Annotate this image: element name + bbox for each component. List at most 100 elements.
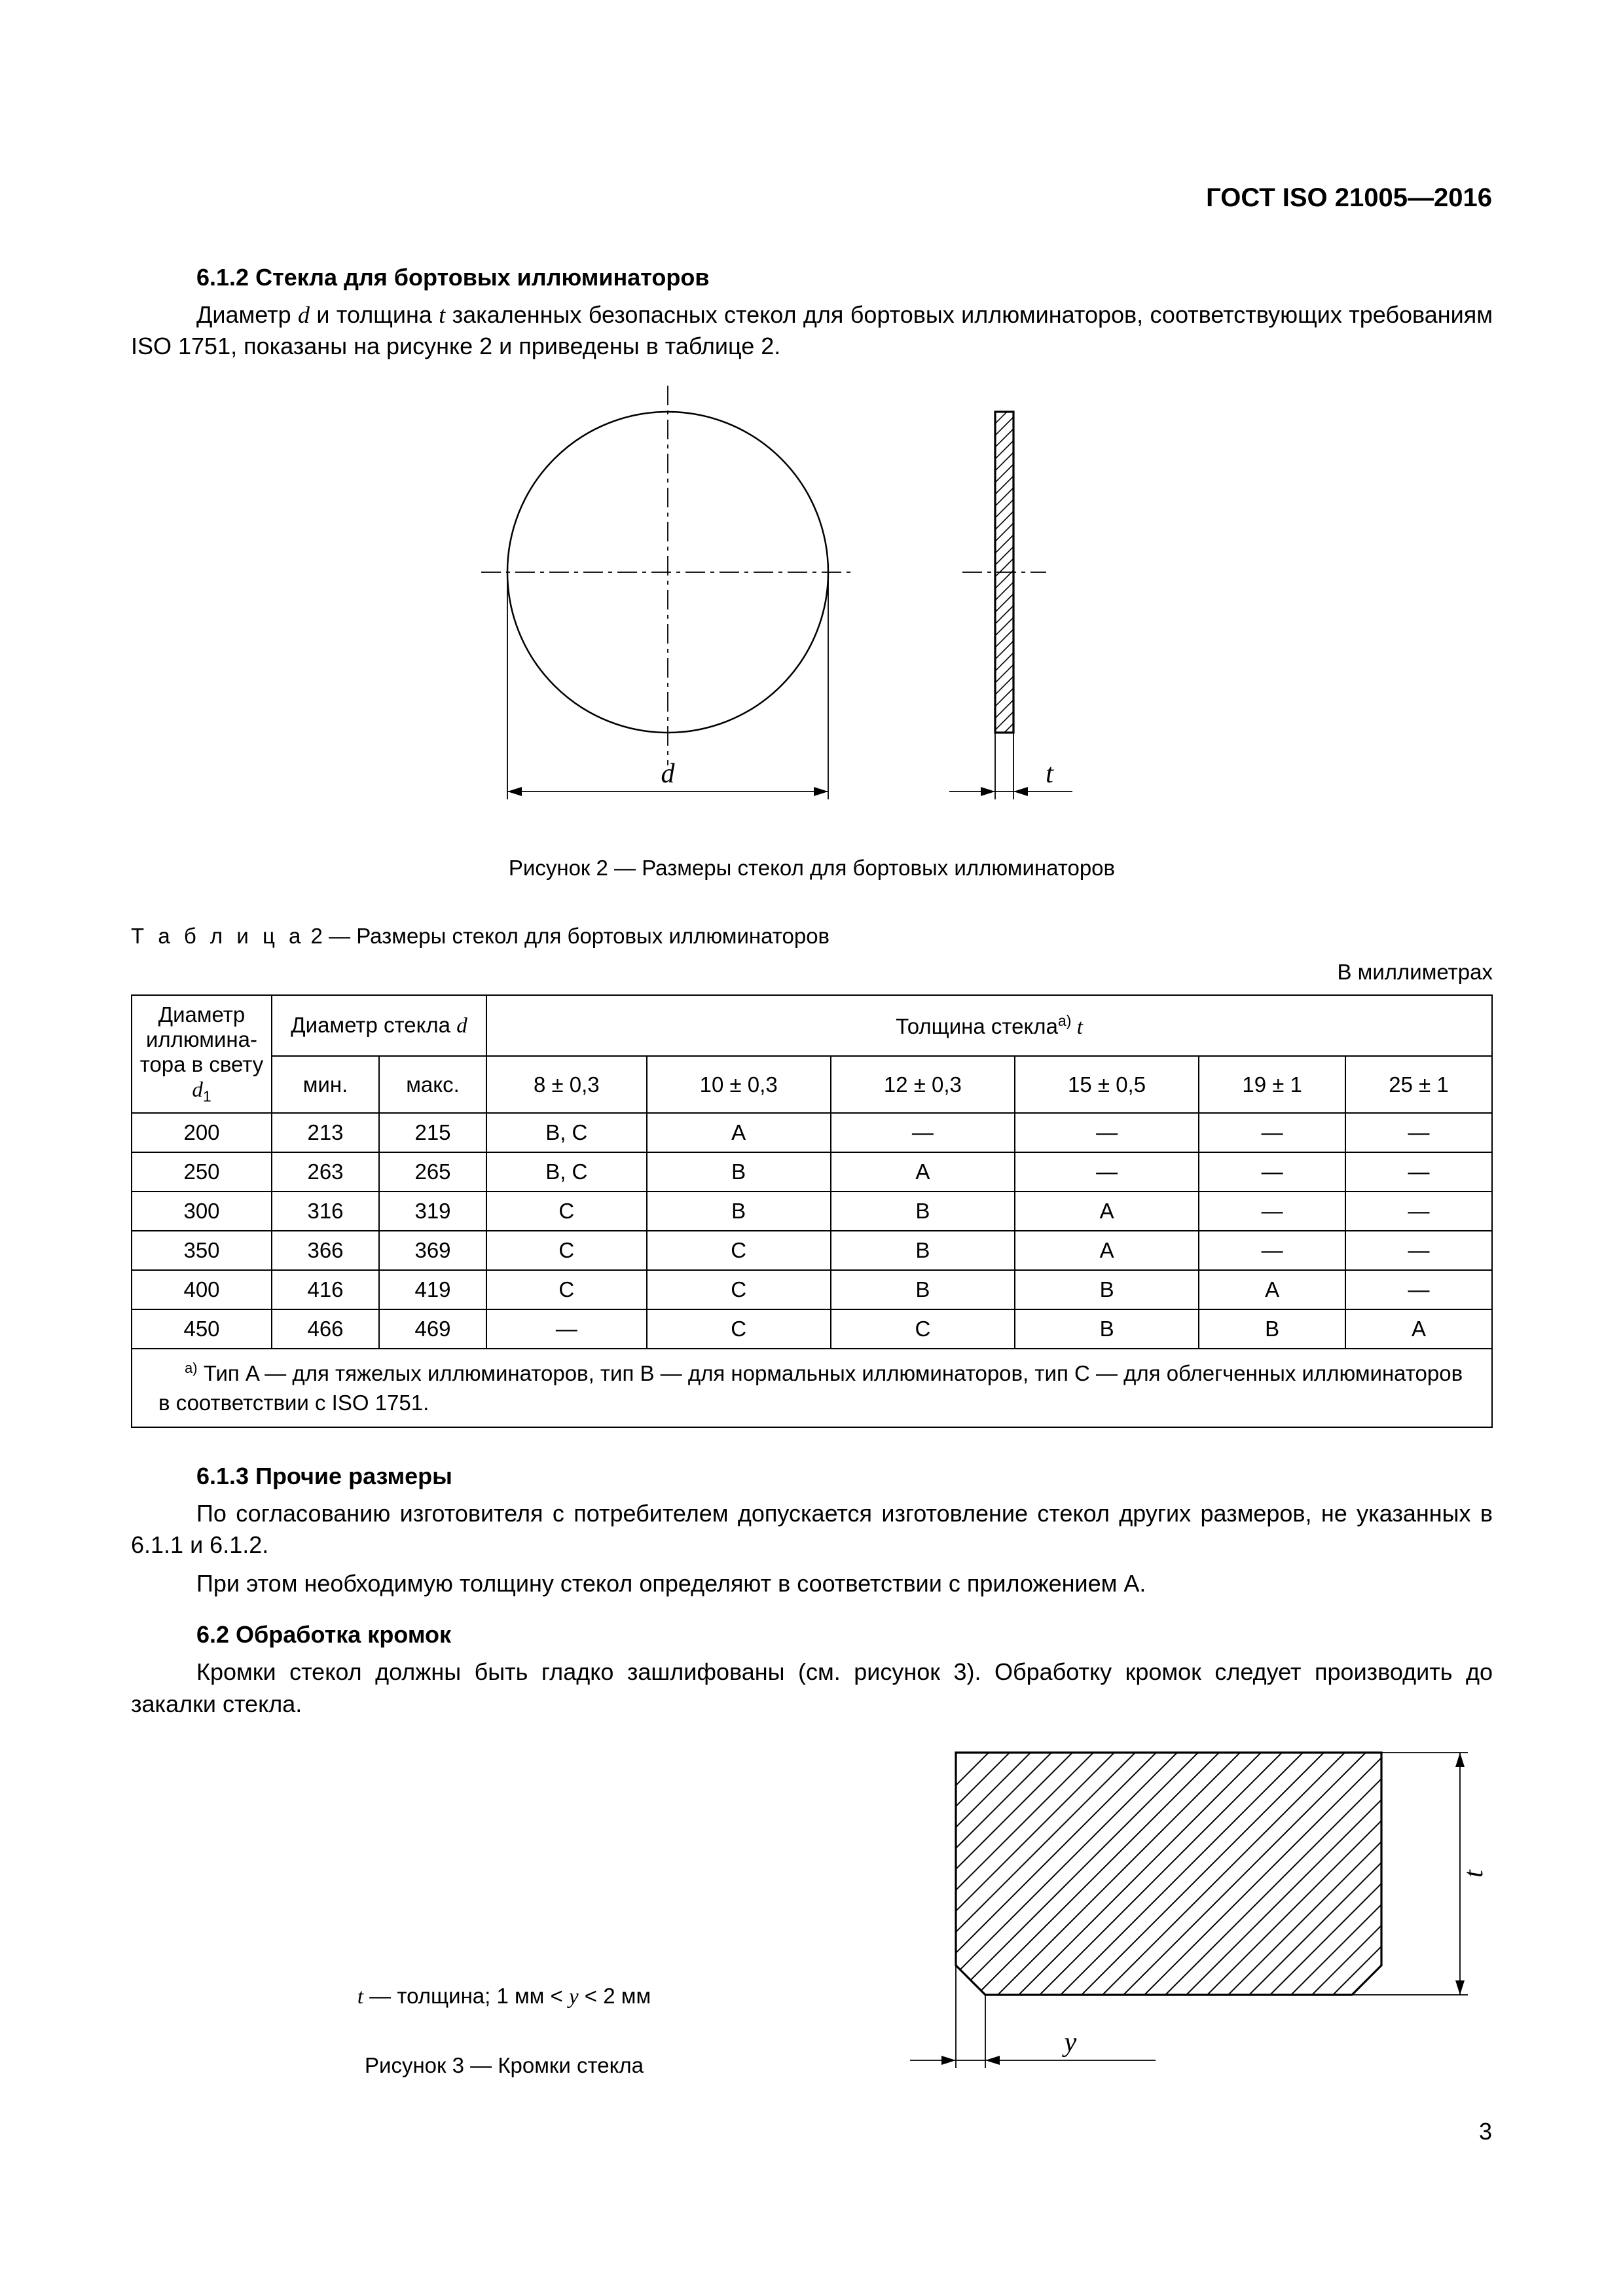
th-max: макс. xyxy=(379,1056,486,1113)
table-cell: B xyxy=(831,1192,1015,1231)
table-cell: 416 xyxy=(272,1270,379,1309)
table-cell: — xyxy=(1199,1231,1345,1270)
table-cell: — xyxy=(1199,1113,1345,1152)
heading-6-1-3: 6.1.3 Прочие размеры xyxy=(131,1461,1493,1493)
table-cell: — xyxy=(1199,1192,1345,1231)
table-cell: B xyxy=(647,1152,831,1192)
th-t: 12 ± 0,3 xyxy=(831,1056,1015,1113)
table-cell: A xyxy=(1015,1231,1199,1270)
table-cell: B, C xyxy=(486,1113,647,1152)
table-cell: 263 xyxy=(272,1152,379,1192)
table-cell: 200 xyxy=(132,1113,272,1152)
svg-text:t: t xyxy=(1046,759,1054,789)
table-row: мин. макс. 8 ± 0,3 10 ± 0,3 12 ± 0,3 15 … xyxy=(132,1056,1492,1113)
var-y: y xyxy=(569,1985,579,2009)
var-d: d xyxy=(298,302,310,328)
table-cell: — xyxy=(486,1309,647,1349)
table-cell: — xyxy=(1015,1113,1199,1152)
th-diam: Диаметр стекла d xyxy=(272,995,486,1056)
para-6-1-3-1: По согласованию изготовителя с потребите… xyxy=(131,1498,1493,1561)
table-cell: 466 xyxy=(272,1309,379,1349)
figure-3-svg: ty xyxy=(903,1740,1493,2093)
text: < 2 мм xyxy=(579,1984,651,2008)
table-cell: A xyxy=(1345,1309,1492,1349)
text: Тип A — для тяжелых иллюминаторов, тип B… xyxy=(158,1361,1463,1415)
table-cell: 319 xyxy=(379,1192,486,1231)
figure-2-caption: Рисунок 2 — Размеры стекол для бортовых … xyxy=(131,854,1493,883)
var-t: t xyxy=(439,302,445,328)
table-cell: C xyxy=(486,1192,647,1231)
text: Диаметр иллюмина­тора в свету xyxy=(140,1002,264,1076)
table-cell: 450 xyxy=(132,1309,272,1349)
table-cell: 366 xyxy=(272,1231,379,1270)
th-t: 19 ± 1 xyxy=(1199,1056,1345,1113)
var-d: d xyxy=(456,1014,467,1038)
figure-2: dt xyxy=(131,382,1493,828)
para-6-1-3-2: При этом необходимую толщину стекол опре… xyxy=(131,1568,1493,1600)
var-d: d xyxy=(192,1078,203,1102)
table-row: 200213215B, CA———— xyxy=(132,1113,1492,1152)
th-t: 8 ± 0,3 xyxy=(486,1056,647,1113)
heading-6-1-2: 6.1.2 Стекла для бортовых иллюминаторов xyxy=(131,262,1493,294)
text: Т а б л и ц а xyxy=(131,924,304,948)
table-cell: C xyxy=(486,1270,647,1309)
th-t: 15 ± 0,5 xyxy=(1015,1056,1199,1113)
text: a) xyxy=(1058,1012,1072,1029)
table-cell: A xyxy=(647,1113,831,1152)
table-row: Диаметр иллюмина­тора в свету d1 Диаметр… xyxy=(132,995,1492,1056)
table-cell: — xyxy=(1345,1152,1492,1192)
svg-text:t: t xyxy=(1459,1869,1489,1878)
table-cell: C xyxy=(647,1231,831,1270)
table-cell: — xyxy=(1015,1152,1199,1192)
table-cell: C xyxy=(486,1231,647,1270)
figure-3-block: t — толщина; 1 мм < y < 2 мм Рисунок 3 —… xyxy=(131,1740,1493,2093)
table-row: 400416419CCBBA— xyxy=(132,1270,1492,1309)
table-cell: 316 xyxy=(272,1192,379,1231)
table-cell: — xyxy=(1199,1152,1345,1192)
table-cell: 213 xyxy=(272,1113,379,1152)
table-cell: 265 xyxy=(379,1152,486,1192)
th-t: 25 ± 1 xyxy=(1345,1056,1492,1113)
page-number: 3 xyxy=(1479,2118,1492,2145)
table-row: 300316319CBBA—— xyxy=(132,1192,1492,1231)
table-cell: 419 xyxy=(379,1270,486,1309)
table-cell: — xyxy=(831,1113,1015,1152)
table-cell: 400 xyxy=(132,1270,272,1309)
th-t: 10 ± 0,3 xyxy=(647,1056,831,1113)
figure-3-caption: Рисунок 3 — Кромки стекла xyxy=(131,2051,877,2081)
var-t: t xyxy=(357,1985,363,2009)
table-cell: — xyxy=(1345,1231,1492,1270)
text: a) xyxy=(185,1360,198,1376)
table-cell: B xyxy=(831,1270,1015,1309)
svg-text:d: d xyxy=(661,759,676,789)
table-cell: A xyxy=(1015,1192,1199,1231)
table-2: Диаметр иллюмина­тора в свету d1 Диаметр… xyxy=(131,994,1493,1428)
table-2-footnote: a) Тип A — для тяжелых иллюминаторов, ти… xyxy=(132,1349,1492,1427)
text: 2 — Размеры стекол для бортовых иллюмина… xyxy=(304,924,830,948)
table-cell: B xyxy=(1015,1309,1199,1349)
table-cell: 350 xyxy=(132,1231,272,1270)
th-d1: Диаметр иллюмина­тора в свету d1 xyxy=(132,995,272,1113)
table-cell: A xyxy=(831,1152,1015,1192)
figure-3-legend: t — толщина; 1 мм < y < 2 мм xyxy=(131,1982,877,2012)
table-cell: A xyxy=(1199,1270,1345,1309)
var-t: t xyxy=(1071,1015,1082,1039)
table-cell: 215 xyxy=(379,1113,486,1152)
table-cell: C xyxy=(647,1270,831,1309)
table-cell: — xyxy=(1345,1192,1492,1231)
table-cell: B xyxy=(1015,1270,1199,1309)
text: и толщина xyxy=(310,301,439,328)
table-2-title: Т а б л и ц а 2 — Размеры стекол для бор… xyxy=(131,922,1493,951)
table-row: 250263265B, CBA——— xyxy=(132,1152,1492,1192)
para-6-2-1: Кромки стекол должны быть гладко зашлифо… xyxy=(131,1656,1493,1720)
text: Диаметр стекла xyxy=(291,1013,456,1037)
text: — толщина; 1 мм < xyxy=(363,1984,569,2008)
table-cell: B xyxy=(831,1231,1015,1270)
table-cell: B, C xyxy=(486,1152,647,1192)
table-cell: B xyxy=(1199,1309,1345,1349)
th-min: мин. xyxy=(272,1056,379,1113)
table-cell: 469 xyxy=(379,1309,486,1349)
page-content: 6.1.2 Стекла для бортовых иллюминаторов … xyxy=(131,183,1493,2093)
table-cell: — xyxy=(1345,1113,1492,1152)
text: Толщина стекла xyxy=(896,1014,1058,1038)
